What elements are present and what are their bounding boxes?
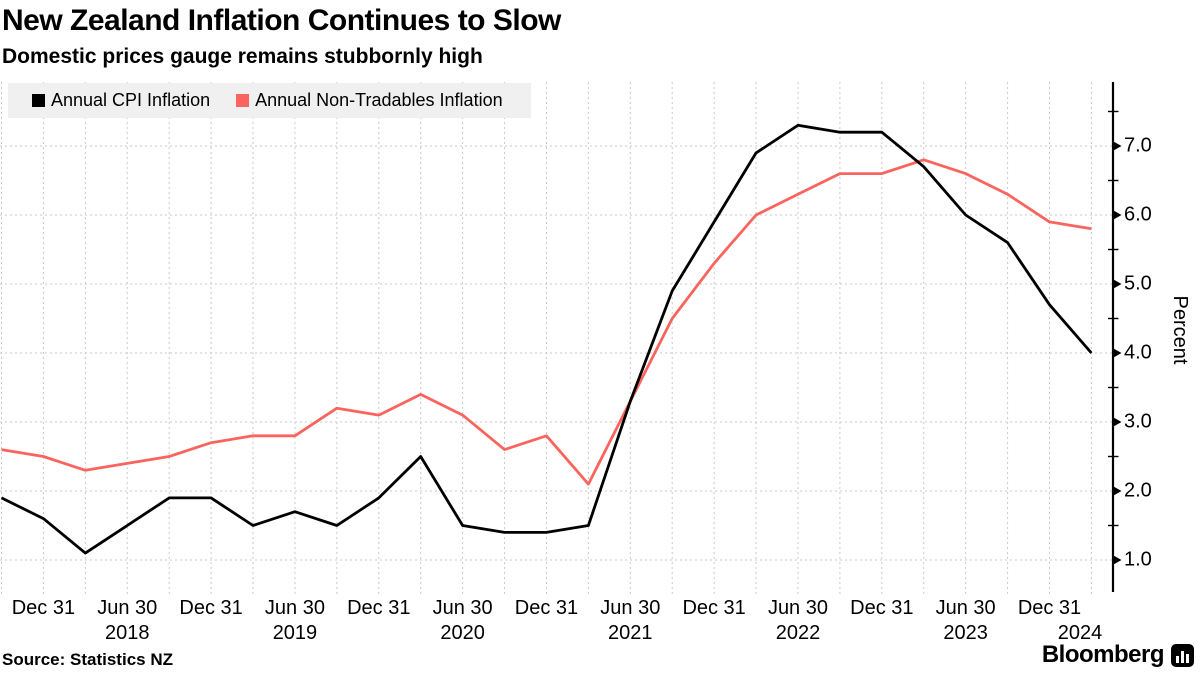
legend: Annual CPI Inflation Annual Non-Tradables… [8,83,531,118]
series-annual-non-tradables-inflation [1,158,1092,486]
x-tick-label: Dec 31 [179,597,243,619]
x-year-label: 2018 [105,622,150,644]
x-tick-label: Dec 31 [850,597,914,619]
y-major-tick-arrow-icon [1113,486,1122,496]
y-major-tick-arrow-icon [1113,555,1122,565]
legend-item: Annual Non-Tradables Inflation [236,90,503,111]
y-major-tick-arrow-icon [1113,417,1122,427]
bloomberg-logo: Bloomberg [1042,641,1194,669]
y-tick-label: 4.0 [1124,341,1152,364]
source-note: Source: Statistics NZ [2,650,173,669]
black-square-icon [32,94,45,107]
y-tick-label: 1.0 [1124,548,1152,571]
y-tick-label: 5.0 [1124,272,1152,295]
x-tick-label: Dec 31 [682,597,746,619]
y-major-tick-arrow-icon [1113,348,1122,358]
x-tick-label: Dec 31 [1017,597,1082,619]
y-tick-label: 2.0 [1124,479,1152,502]
x-tick-label: Jun 30 [767,597,828,619]
x-tick-label: Jun 30 [600,597,661,619]
x-tick-label: Jun 30 [935,597,996,619]
x-tick-label: Dec 31 [11,597,76,619]
x-year-label: 2019 [272,622,318,644]
legend-item: Annual CPI Inflation [32,90,210,111]
red-square-icon [236,94,250,107]
x-year-label: 2021 [608,622,653,644]
y-major-tick-arrow-icon [1113,279,1122,289]
x-tick-label: Dec 31 [514,597,579,619]
x-year-label: 2023 [943,622,988,644]
x-year-label: 2024 [1057,622,1103,644]
y-major-tick-arrow-icon [1113,141,1122,151]
chart-subtitle: Domestic prices gauge remains stubbornly… [2,45,483,68]
x-tick-label: Jun 30 [432,597,493,619]
bloomberg-bars-icon [1171,643,1194,667]
x-tick-label: Jun 30 [264,597,325,619]
y-tick-label: 6.0 [1124,203,1152,226]
chart-title: New Zealand Inflation Continues to Slow [2,4,561,37]
x-tick-label: Jun 30 [97,597,158,619]
y-tick-label: 7.0 [1124,134,1152,157]
x-year-label: 2022 [775,622,821,644]
x-tick-label: Dec 31 [347,597,411,619]
x-year-label: 2020 [440,622,485,644]
y-axis-title: Percent [1169,295,1191,365]
legend-label: Annual CPI Inflation [51,90,211,110]
bloomberg-wordmark: Bloomberg [1041,641,1165,668]
series-annual-cpi-inflation [0,123,1093,555]
legend-label: Annual Non-Tradables Inflation [255,90,503,110]
y-major-tick-arrow-icon [1113,210,1122,220]
y-tick-label: 3.0 [1124,410,1152,433]
